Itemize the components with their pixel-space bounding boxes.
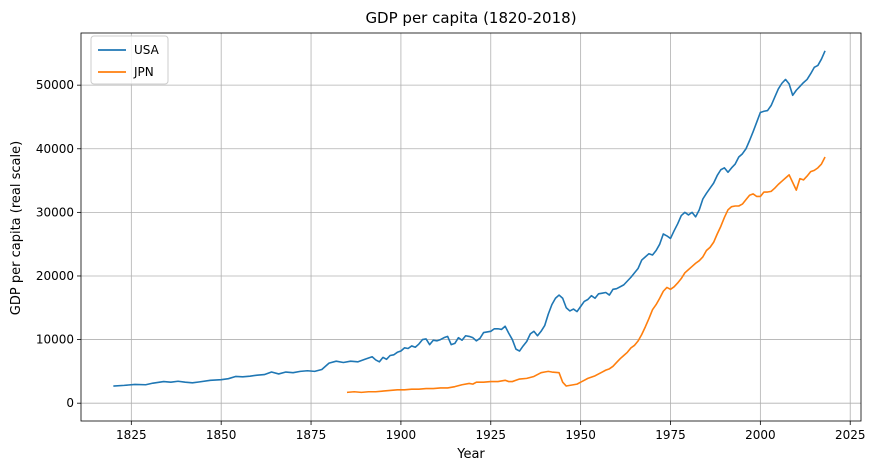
x-tick-label-1950: 1950 — [565, 428, 596, 442]
x-tick-label-1900: 1900 — [386, 428, 417, 442]
y-tick-label-0: 0 — [66, 396, 74, 410]
x-tick-label-1850: 1850 — [206, 428, 237, 442]
plot-frame — [80, 32, 862, 422]
y-axis-label: GDP per capita (real scale) — [9, 141, 24, 315]
y-tick-label-10000: 10000 — [36, 333, 74, 347]
x-axis-label: Year — [456, 447, 485, 462]
y-tick-label-40000: 40000 — [36, 142, 74, 156]
x-tick-label-2025: 2025 — [835, 428, 866, 442]
x-tick-label-1875: 1875 — [296, 428, 327, 442]
x-axis-ticks: 1825 1850 1875 1900 1925 1950 1975 2000 2025 — [116, 421, 865, 442]
y-tick-label-50000: 50000 — [36, 78, 74, 92]
y-axis-ticks: 0 10000 20000 30000 40000 50000 — [36, 78, 81, 410]
grid-lines — [81, 33, 861, 421]
x-tick-label-1925: 1925 — [475, 428, 506, 442]
x-tick-label-2000: 2000 — [745, 428, 776, 442]
x-tick-label-1825: 1825 — [116, 428, 147, 442]
series-layer — [113, 50, 826, 394]
x-tick-label-1975: 1975 — [655, 428, 686, 442]
y-tick-label-30000: 30000 — [36, 205, 74, 219]
series-line-jpn — [346, 156, 826, 394]
legend: USA JPN — [90, 35, 169, 85]
legend-label-usa: USA — [134, 43, 160, 57]
series-line-usa — [113, 50, 826, 387]
legend-label-jpn: JPN — [133, 65, 154, 79]
y-tick-label-20000: 20000 — [36, 269, 74, 283]
chart-title: GDP per capita (1820-2018) — [365, 9, 576, 27]
